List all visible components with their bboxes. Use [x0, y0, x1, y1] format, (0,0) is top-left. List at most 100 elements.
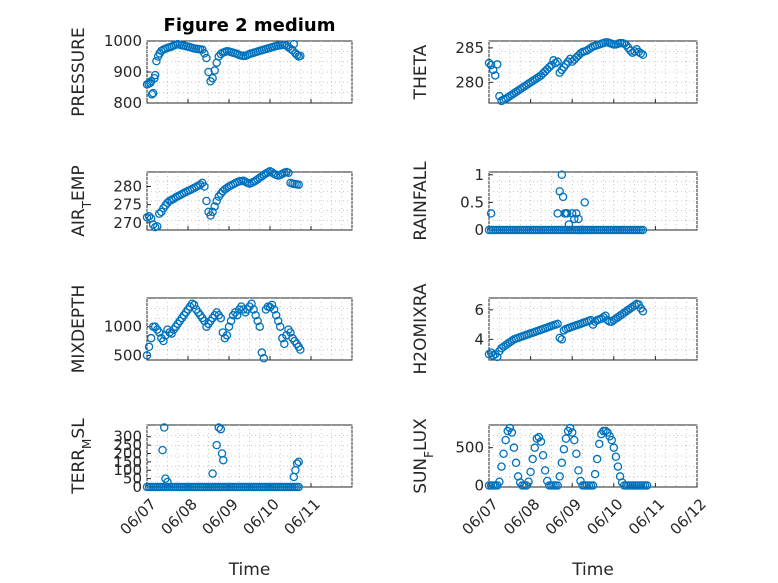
data-point	[202, 196, 211, 206]
data-point	[642, 481, 652, 490]
data-point	[144, 211, 154, 221]
data-point	[253, 316, 262, 326]
y-tick-label: 200	[113, 444, 142, 462]
data-point	[490, 71, 500, 80]
data-point	[294, 180, 303, 189]
x-axis-label: Time	[228, 560, 271, 580]
data-point	[259, 354, 269, 363]
y-tick-label: 800	[113, 94, 142, 112]
data-point	[607, 435, 616, 445]
data-point	[275, 322, 285, 331]
data-point	[488, 65, 498, 75]
data-point	[158, 445, 167, 455]
data-point	[296, 345, 305, 354]
data-point	[255, 322, 264, 331]
chart-title: Figure 2 medium	[164, 15, 336, 36]
x-tick-label: 06/07	[117, 495, 160, 538]
data-point	[524, 477, 533, 486]
x-tick-label: 06/09	[542, 495, 585, 538]
axes-frame	[146, 297, 353, 361]
data-point	[210, 66, 219, 75]
data-point	[561, 434, 571, 443]
data-point	[208, 73, 217, 83]
data-point	[603, 315, 612, 325]
y-tick-label: 275	[113, 196, 142, 214]
data-point	[530, 443, 540, 452]
data-point	[553, 319, 562, 329]
y-axis-label: SUNFLUX	[411, 418, 436, 494]
data-point	[208, 469, 217, 478]
data-point	[484, 58, 494, 68]
data-point	[148, 88, 158, 98]
data-point	[251, 310, 260, 320]
data-point	[528, 454, 537, 464]
x-tick-label: 06/11	[281, 495, 324, 538]
data-point	[497, 96, 506, 106]
data-point	[163, 477, 172, 487]
data-point	[567, 428, 577, 437]
data-point	[486, 60, 496, 70]
data-point	[146, 333, 156, 343]
data-point	[505, 423, 515, 433]
x-tick-label: 06/07	[459, 495, 502, 538]
y-axis-label: THETA	[411, 44, 431, 100]
data-point	[570, 435, 579, 445]
data-point	[551, 58, 560, 68]
data-point	[222, 331, 232, 340]
data-point	[214, 423, 223, 432]
data-point	[212, 196, 221, 206]
data-point	[576, 476, 585, 486]
data-point	[570, 214, 579, 224]
data-point	[536, 437, 546, 446]
data-point	[159, 336, 168, 346]
data-point	[280, 339, 289, 349]
data-point	[196, 180, 205, 189]
data-point	[273, 316, 283, 326]
data-point	[638, 225, 648, 235]
data-point	[565, 423, 575, 433]
data-point	[572, 449, 581, 458]
y-axis-label: H2OMIXRA	[411, 283, 431, 374]
data-point	[167, 329, 176, 338]
y-axis-label: AIRTEMP	[69, 165, 94, 236]
y-tick-label: 0	[474, 221, 484, 239]
data-point	[269, 305, 279, 314]
data-point	[488, 351, 498, 360]
data-point	[200, 182, 209, 191]
data-point	[609, 443, 619, 452]
data-point	[594, 439, 604, 449]
data-point	[590, 469, 600, 479]
y-tick-label: 0.5	[460, 193, 484, 211]
x-tick-label: 06/09	[199, 495, 242, 538]
data-point	[501, 435, 510, 445]
data-point	[265, 302, 275, 312]
data-point	[613, 462, 623, 471]
data-point	[249, 305, 258, 314]
data-point	[509, 443, 519, 452]
data-point	[232, 310, 242, 320]
x-tick-label: 06/08	[500, 495, 543, 538]
x-axis-label: Time	[571, 560, 614, 580]
x-tick-label: 06/08	[158, 495, 201, 538]
subplot-6: 4 6 H2OMIXRA	[411, 283, 698, 375]
subplot-5: 500 1000 MIXDEPTH	[69, 285, 353, 374]
y-tick-label: 280	[455, 73, 484, 91]
data-point	[219, 455, 228, 465]
data-point	[247, 299, 256, 308]
y-tick-label: 150	[113, 453, 142, 471]
data-point	[294, 482, 303, 492]
y-axis-label: MIXDEPTH	[69, 285, 89, 374]
data-point	[152, 56, 161, 66]
data-point	[150, 70, 160, 80]
data-point	[586, 315, 596, 325]
data-point	[562, 209, 572, 218]
data-point	[526, 467, 535, 477]
data-point	[159, 423, 169, 432]
data-point	[558, 192, 568, 202]
y-tick-label: 500	[113, 346, 142, 364]
data-point	[638, 50, 648, 60]
data-point	[493, 352, 502, 362]
